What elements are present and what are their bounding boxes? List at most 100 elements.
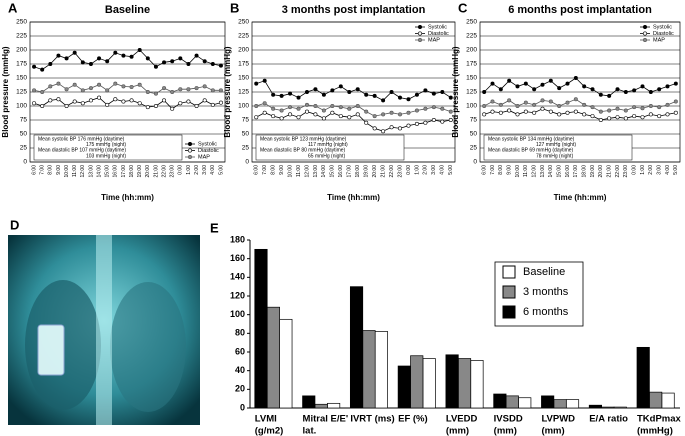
data-point bbox=[72, 50, 77, 55]
legend-swatch bbox=[502, 285, 516, 299]
x-tick-label: 3:00 bbox=[431, 165, 437, 175]
data-point bbox=[582, 102, 587, 107]
data-point bbox=[448, 109, 453, 114]
data-point bbox=[296, 95, 301, 100]
x-tick-label: IVRT (ms) bbox=[350, 414, 394, 425]
data-point bbox=[582, 84, 587, 89]
annotation-box bbox=[483, 134, 633, 161]
x-tick-label: 23:00 bbox=[623, 165, 629, 178]
data-point bbox=[145, 105, 150, 110]
x-tick-label: 12:00 bbox=[531, 165, 537, 178]
data-point bbox=[657, 87, 662, 92]
data-point bbox=[194, 86, 199, 91]
device bbox=[37, 324, 65, 376]
data-point bbox=[129, 84, 134, 89]
x-tick-label: 21:00 bbox=[153, 165, 159, 178]
y-tick-label: 25 bbox=[20, 145, 28, 152]
data-point bbox=[279, 108, 284, 113]
data-point bbox=[347, 106, 352, 111]
data-point bbox=[557, 86, 562, 91]
data-point bbox=[640, 106, 645, 111]
data-point bbox=[330, 88, 335, 93]
data-point bbox=[607, 116, 612, 121]
data-point bbox=[398, 112, 403, 117]
y-tick-label: 125 bbox=[238, 89, 249, 96]
annotation: Mean systolic BP 176 mmHg (daytime) bbox=[38, 136, 125, 142]
x-tick-label: 5:00 bbox=[673, 165, 679, 175]
x-tick-label: 16:00 bbox=[113, 165, 119, 178]
data-point bbox=[262, 78, 267, 83]
x-tick-label: 6:00 bbox=[31, 165, 37, 175]
x-tick-label: LVPWD bbox=[541, 414, 575, 425]
y-tick-label: 100 bbox=[238, 103, 249, 110]
x-tick-label: 1:00 bbox=[414, 165, 420, 175]
data-point bbox=[271, 106, 276, 111]
x-tick-label: 16:00 bbox=[565, 165, 571, 178]
data-point bbox=[423, 88, 428, 93]
x-tick-label: (mmHg) bbox=[637, 426, 673, 436]
bar bbox=[601, 406, 615, 409]
data-point bbox=[364, 109, 369, 114]
x-tick-label: 20:00 bbox=[145, 165, 151, 178]
data-point bbox=[573, 76, 578, 81]
data-point bbox=[271, 92, 276, 97]
x-tick-label: 20:00 bbox=[598, 165, 604, 178]
chart-title: Baseline bbox=[105, 4, 150, 16]
series-line bbox=[33, 49, 222, 71]
bar bbox=[422, 358, 436, 409]
data-point bbox=[448, 95, 453, 100]
y-axis-label: Blood pressure (mmHg) bbox=[451, 46, 460, 137]
series-line bbox=[256, 80, 451, 101]
x-tick-label: (g/m2) bbox=[255, 426, 284, 436]
data-point bbox=[321, 92, 326, 97]
panel-label: A bbox=[8, 0, 18, 15]
data-point bbox=[338, 114, 343, 119]
data-point bbox=[137, 82, 142, 87]
data-point bbox=[145, 90, 150, 95]
y-tick-label: 175 bbox=[238, 61, 249, 68]
data-point bbox=[523, 109, 528, 114]
data-point bbox=[364, 92, 369, 97]
x-tick-label: lat. bbox=[303, 426, 317, 436]
x-tick-label: 8:00 bbox=[270, 165, 276, 175]
x-tick-label: 21:00 bbox=[380, 165, 386, 178]
data-point bbox=[347, 115, 352, 120]
data-point bbox=[137, 47, 142, 52]
data-point bbox=[414, 92, 419, 97]
annotation: Mean diastolic BP 107 mmHg (daytime) bbox=[38, 148, 126, 154]
x-tick-label: (mm) bbox=[494, 426, 517, 436]
data-point bbox=[398, 95, 403, 100]
data-point bbox=[640, 84, 645, 89]
bar bbox=[279, 318, 293, 409]
x-tick-label: 8:00 bbox=[48, 165, 54, 175]
data-point bbox=[623, 108, 628, 113]
series-line bbox=[483, 98, 676, 113]
series-line bbox=[256, 102, 451, 117]
data-point bbox=[598, 109, 603, 114]
y-tick-label: 50 bbox=[20, 131, 28, 138]
y-axis-label: Blood pressure (mmHg) bbox=[223, 46, 232, 137]
annotation: 117 mmHg (night) bbox=[308, 142, 348, 148]
legend-marker bbox=[642, 24, 647, 29]
data-point bbox=[440, 119, 445, 124]
data-point bbox=[40, 67, 45, 72]
data-point bbox=[414, 121, 419, 126]
x-tick-label: 12:00 bbox=[304, 165, 310, 178]
x-tick-label: Mitral E/E' bbox=[303, 414, 349, 425]
data-point bbox=[540, 106, 545, 111]
data-point bbox=[548, 99, 553, 104]
x-tick-label: 14:00 bbox=[96, 165, 102, 178]
x-tick-label: 6:00 bbox=[481, 165, 487, 175]
data-point bbox=[406, 123, 411, 128]
data-point bbox=[64, 56, 69, 61]
data-point bbox=[254, 115, 259, 120]
x-tick-label: 19:00 bbox=[364, 165, 370, 178]
plot-frame bbox=[479, 21, 681, 163]
annotation-box bbox=[33, 134, 183, 161]
legend-label: 6 months bbox=[523, 306, 569, 318]
x-tick-label: 18:00 bbox=[581, 165, 587, 178]
bar bbox=[661, 392, 675, 409]
annotation: Mean diastolic BP 80 mmHg (daytime) bbox=[260, 148, 346, 154]
data-point bbox=[590, 87, 595, 92]
data-point bbox=[321, 116, 326, 121]
